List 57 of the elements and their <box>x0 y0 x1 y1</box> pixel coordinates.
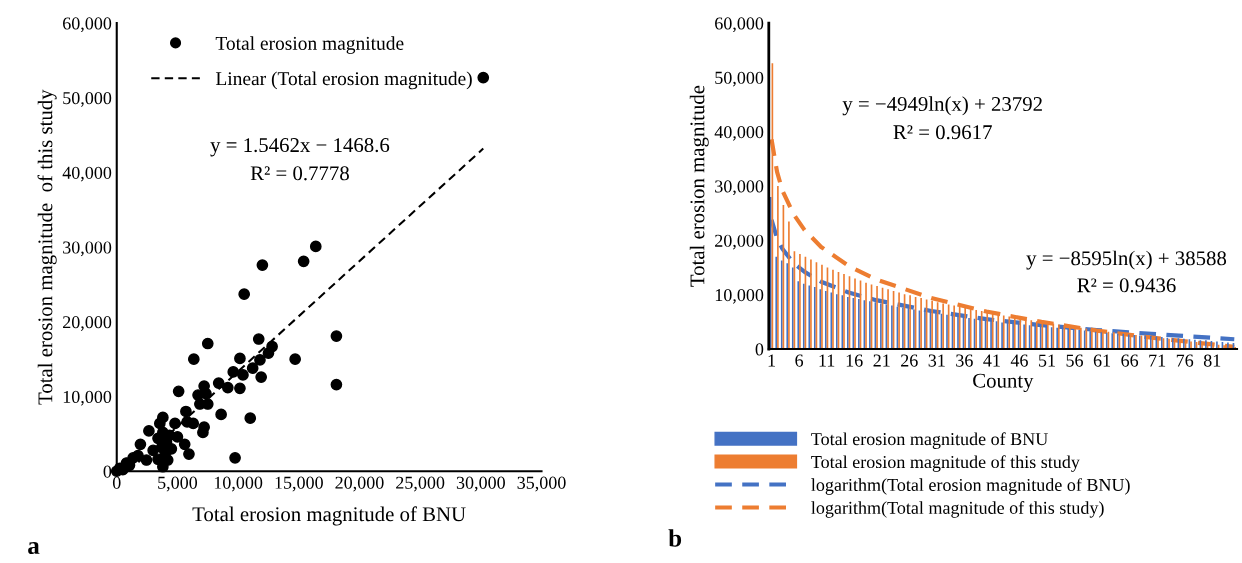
annotation: R² = 0.7778 <box>250 166 349 181</box>
y-tick-label: 60,000 <box>63 17 112 33</box>
legend-label: Linear (Total erosion magnitude) <box>215 71 472 90</box>
y-axis-title: Total erosion magnitude of this study <box>37 89 57 405</box>
x-axis-title: County <box>973 373 1034 392</box>
y-tick-label: 30,000 <box>715 180 764 196</box>
annotation: R² = 0.9436 <box>1077 278 1176 293</box>
annotation: R² = 0.9617 <box>893 125 992 140</box>
legend-label: logarithm(Total magnitude of this study) <box>811 501 1104 518</box>
x-tick-label: 81 <box>1203 354 1221 367</box>
y-tick-label: 20,000 <box>715 234 764 250</box>
x-tick-label: 30,000 <box>456 476 505 492</box>
legend-label: Total erosion magnitude of this study <box>811 455 1080 472</box>
y-tick-label: 50,000 <box>715 71 764 87</box>
annotation: y = −4949ln(x) + 23792 <box>842 96 1042 116</box>
x-tick-label: 66 <box>1121 354 1139 367</box>
x-tick-label: 41 <box>983 354 1000 367</box>
x-tick-label: 20,000 <box>335 476 384 492</box>
legend-label: logarithm(Total erosion magnitude of BNU) <box>811 478 1130 495</box>
legend-label: Total erosion magnitude <box>215 36 404 54</box>
text: a <box>28 542 40 555</box>
x-tick-label: 61 <box>1093 354 1111 367</box>
x-tick-label: 25,000 <box>396 476 445 492</box>
x-tick-label: 56 <box>1066 354 1084 367</box>
annotation: y = 1.5462x − 1468.6 <box>210 138 390 157</box>
y-tick-label: 50,000 <box>63 92 112 107</box>
x-axis-title: Total erosion magnitude of BNU <box>192 506 466 526</box>
x-tick-label: 5,000 <box>158 476 198 492</box>
x-tick-label: 6 <box>795 354 804 367</box>
x-tick-label: 31 <box>928 354 945 367</box>
y-tick-label: 0 <box>103 465 112 478</box>
y-tick-label: 0 <box>755 343 764 356</box>
x-tick-label: 26 <box>901 354 918 367</box>
x-tick-label: 51 <box>1039 354 1055 367</box>
x-tick-label: 46 <box>1010 354 1028 367</box>
x-tick-label: 76 <box>1176 354 1194 367</box>
y-axis-title: Total erosion magnitude <box>689 85 709 287</box>
x-tick-label: 0 <box>112 476 121 489</box>
x-tick-label: 16 <box>846 354 863 367</box>
x-tick-label: 36 <box>956 354 973 367</box>
y-tick-label: 10,000 <box>63 390 112 406</box>
y-tick-label: 10,000 <box>715 288 764 304</box>
y-tick-label: 20,000 <box>63 316 112 331</box>
x-tick-label: 21 <box>873 354 890 367</box>
annotation: y = −8595ln(x) + 38588 <box>1026 250 1227 270</box>
x-tick-label: 15,000 <box>275 476 323 492</box>
legend-label: Total erosion magnitude of BNU <box>811 432 1048 449</box>
y-tick-label: 30,000 <box>63 241 112 257</box>
y-tick-label: 40,000 <box>714 126 764 141</box>
x-tick-label: 71 <box>1149 354 1166 367</box>
x-tick-label: 1 <box>768 354 775 367</box>
x-tick-label: 10,000 <box>214 476 263 492</box>
text: b <box>668 529 682 547</box>
x-tick-label: 11 <box>819 354 835 367</box>
y-tick-label: 60,000 <box>715 17 764 33</box>
y-tick-label: 40,000 <box>62 166 112 182</box>
x-tick-label: 35,000 <box>517 476 566 492</box>
